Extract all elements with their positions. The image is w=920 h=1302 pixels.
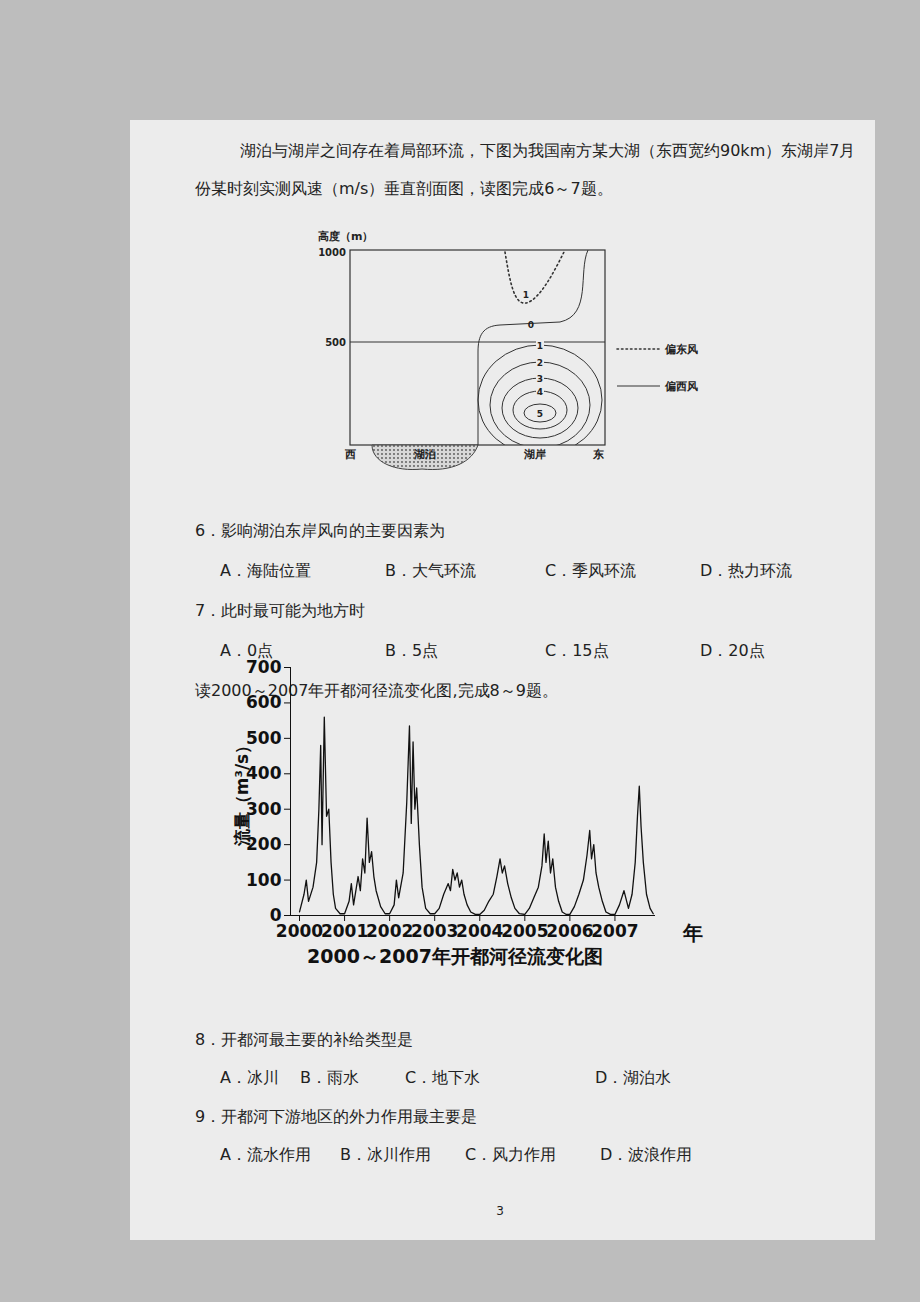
svg-text:2003: 2003 xyxy=(411,921,458,941)
svg-text:D．热力环流: D．热力环流 xyxy=(700,561,792,580)
svg-text:2006: 2006 xyxy=(546,921,593,941)
svg-text:份某时刻实测风速（m/s）垂直剖面图，读图完成6～7题。: 份某时刻实测风速（m/s）垂直剖面图，读图完成6～7题。 xyxy=(195,179,613,198)
svg-text:B．冰川作用: B．冰川作用 xyxy=(340,1145,431,1164)
svg-text:偏东风: 偏东风 xyxy=(664,343,698,356)
svg-text:C．季风环流: C．季风环流 xyxy=(545,561,636,580)
svg-text:4: 4 xyxy=(537,387,543,397)
svg-text:湖岸: 湖岸 xyxy=(523,448,546,461)
svg-text:3: 3 xyxy=(496,1204,504,1218)
svg-text:200: 200 xyxy=(246,834,282,855)
svg-text:100: 100 xyxy=(246,870,282,890)
svg-text:2005: 2005 xyxy=(501,921,548,941)
svg-text:2: 2 xyxy=(537,358,543,368)
svg-text:2000: 2000 xyxy=(276,921,323,941)
svg-text:D．20点: D．20点 xyxy=(700,641,765,660)
svg-text:B．5点: B．5点 xyxy=(385,641,438,660)
svg-text:高度（m）: 高度（m） xyxy=(318,230,373,243)
svg-text:700: 700 xyxy=(246,657,282,677)
svg-text:1000: 1000 xyxy=(318,247,346,258)
svg-text:8．开都河最主要的补给类型是: 8．开都河最主要的补给类型是 xyxy=(195,1030,413,1049)
svg-text:A．0点: A．0点 xyxy=(220,641,274,660)
svg-text:2000～2007年开都河径流变化图: 2000～2007年开都河径流变化图 xyxy=(307,945,603,967)
svg-text:7．此时最可能为地方时: 7．此时最可能为地方时 xyxy=(195,601,365,620)
svg-text:1: 1 xyxy=(523,290,529,300)
svg-text:B．大气环流: B．大气环流 xyxy=(385,561,476,580)
svg-text:D．湖泊水: D．湖泊水 xyxy=(595,1068,671,1087)
svg-text:400: 400 xyxy=(246,763,282,784)
svg-text:6．影响湖泊东岸风向的主要因素为: 6．影响湖泊东岸风向的主要因素为 xyxy=(195,521,445,540)
svg-text:2007: 2007 xyxy=(591,921,638,941)
svg-text:0: 0 xyxy=(528,320,534,330)
svg-text:1: 1 xyxy=(537,341,543,351)
svg-text:C．15点: C．15点 xyxy=(545,641,609,660)
svg-text:湖泊: 湖泊 xyxy=(413,448,436,461)
svg-text:年: 年 xyxy=(682,921,703,945)
svg-text:A．流水作用: A．流水作用 xyxy=(220,1145,311,1164)
svg-text:C．地下水: C．地下水 xyxy=(405,1068,480,1087)
svg-text:3: 3 xyxy=(537,374,543,384)
svg-text:A．海陆位置: A．海陆位置 xyxy=(220,561,311,580)
svg-text:A．冰川: A．冰川 xyxy=(220,1068,279,1087)
svg-text:读2000～2007年开都河径流变化图,完成8～9题。: 读2000～2007年开都河径流变化图,完成8～9题。 xyxy=(195,681,558,700)
svg-text:C．风力作用: C．风力作用 xyxy=(465,1145,556,1164)
svg-text:湖泊与湖岸之间存在着局部环流，下图为我国南方某大湖（东西宽约: 湖泊与湖岸之间存在着局部环流，下图为我国南方某大湖（东西宽约90km）东湖岸7月 xyxy=(240,141,855,160)
svg-text:2002: 2002 xyxy=(366,921,413,941)
svg-text:600: 600 xyxy=(246,692,282,712)
svg-text:偏西风: 偏西风 xyxy=(664,380,698,393)
svg-text:500: 500 xyxy=(246,727,282,748)
svg-text:西: 西 xyxy=(344,448,356,461)
svg-text:2001: 2001 xyxy=(321,921,368,941)
svg-text:流量（m³/s）: 流量（m³/s） xyxy=(232,737,252,848)
svg-text:D．波浪作用: D．波浪作用 xyxy=(600,1145,692,1164)
svg-text:东: 东 xyxy=(592,448,604,461)
svg-text:B．雨水: B．雨水 xyxy=(300,1068,359,1087)
svg-text:0: 0 xyxy=(269,904,282,925)
svg-text:5: 5 xyxy=(537,409,543,419)
svg-text:500: 500 xyxy=(325,337,346,348)
svg-text:300: 300 xyxy=(246,798,282,819)
svg-text:2004: 2004 xyxy=(456,921,503,941)
svg-text:9．开都河下游地区的外力作用最主要是: 9．开都河下游地区的外力作用最主要是 xyxy=(195,1107,477,1126)
